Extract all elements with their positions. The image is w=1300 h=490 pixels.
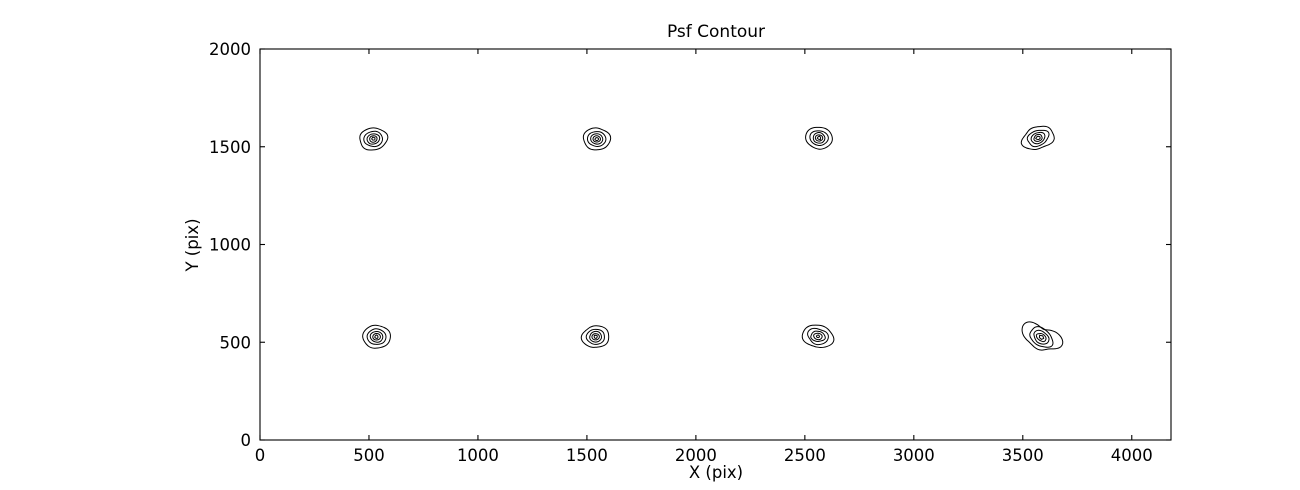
contour-source <box>1020 125 1055 150</box>
contour-level <box>816 135 822 140</box>
x-tick-label: 1000 <box>457 446 499 465</box>
contour-level <box>1033 133 1043 142</box>
contour-level <box>813 332 823 341</box>
contour-level <box>594 137 600 142</box>
contour-level <box>590 133 604 145</box>
contour-level <box>1029 326 1054 348</box>
y-tick-label: 1000 <box>209 236 251 255</box>
x-tick-label: 1500 <box>566 446 608 465</box>
contour-level <box>359 127 389 151</box>
y-tick-label: 0 <box>241 431 252 450</box>
contour-level <box>810 330 826 343</box>
contour-source <box>580 325 610 348</box>
contour-level <box>363 130 383 148</box>
contour-source <box>1021 321 1064 351</box>
contour-level <box>586 131 607 147</box>
contour-level <box>1021 321 1064 351</box>
contour-source <box>362 324 391 349</box>
contour-level <box>362 324 391 349</box>
contour-level <box>1035 333 1047 343</box>
contour-series-group <box>359 125 1064 351</box>
contour-level <box>582 127 612 151</box>
contour-level <box>366 328 387 345</box>
contour-level <box>815 334 821 339</box>
contour-source <box>359 127 389 151</box>
contour-level <box>372 332 381 341</box>
contour-source <box>805 126 833 150</box>
axes-frame <box>259 48 1172 441</box>
contour-level <box>592 135 601 143</box>
x-tick-label: 2500 <box>784 446 826 465</box>
x-tick-label: 0 <box>255 446 266 465</box>
contour-level <box>374 334 379 339</box>
page-title: Psf Contour <box>667 22 765 42</box>
x-tick-label: 3000 <box>893 446 935 465</box>
contour-source <box>582 127 612 151</box>
x-tick-label: 500 <box>353 446 385 465</box>
x-tick-label: 3500 <box>1002 446 1044 465</box>
contour-level <box>369 331 384 343</box>
contour-level <box>369 135 378 143</box>
x-tick-label: 4000 <box>1111 446 1153 465</box>
contour-level <box>1035 135 1041 140</box>
x-tick-label: 2000 <box>675 446 717 465</box>
y-tick-label: 500 <box>220 333 252 352</box>
y-axis-label: Y (pix) <box>183 218 202 272</box>
y-tick-label: 1500 <box>209 138 251 157</box>
contour-level <box>1038 334 1045 340</box>
contour-level <box>1026 129 1050 148</box>
y-tick-label: 2000 <box>209 40 251 59</box>
contour-level <box>580 325 610 348</box>
contour-level <box>809 130 829 146</box>
contour-level <box>814 134 824 142</box>
tick-marks-group <box>259 48 1171 441</box>
contour-level <box>591 333 600 341</box>
contour-level <box>585 328 605 345</box>
contour-level <box>593 334 598 339</box>
contour-level <box>1030 131 1046 145</box>
contour-level <box>1020 125 1055 150</box>
contour-level <box>807 327 829 346</box>
contour-level <box>371 136 376 141</box>
contour-source <box>801 324 835 349</box>
contour-level <box>589 330 602 343</box>
contour-level <box>366 133 381 145</box>
x-axis-label: X (pix) <box>689 463 743 482</box>
contour-level <box>812 132 826 144</box>
tick-labels-group: 0 500 1000 1500 2000 2500 3000 3500 4000 0 500 1000… <box>209 40 1153 465</box>
axes-frame-group <box>259 48 1172 441</box>
contour-level <box>1033 329 1050 345</box>
contour-level <box>805 126 833 150</box>
contour-level <box>801 324 835 349</box>
